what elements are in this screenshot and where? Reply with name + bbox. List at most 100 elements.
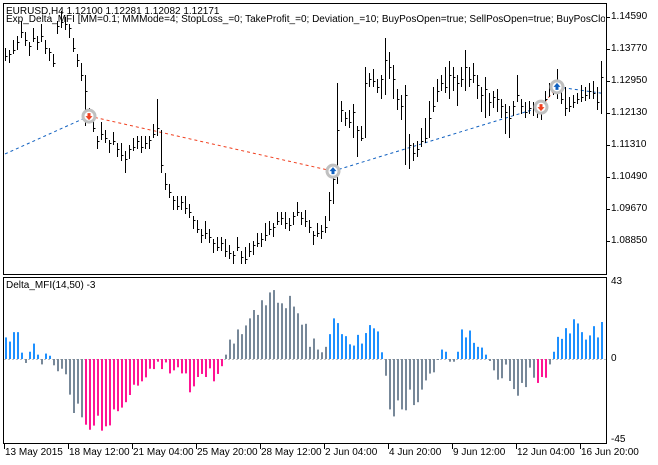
price-bar [601,61,604,114]
price-bar [101,122,104,140]
price-bar [529,101,532,114]
time-axis-label: 12 Jun 04:00 [517,447,575,458]
histogram-bar [145,359,147,378]
histogram-bar [277,302,279,359]
price-bar [245,247,248,264]
price-bar [469,67,472,87]
buy-arrow-icon[interactable] [325,163,341,179]
histogram-bar [233,343,235,359]
histogram-bar [313,338,315,359]
histogram-bar [161,359,163,370]
histogram-bar [245,325,247,359]
price-bar [341,101,344,122]
price-bar [325,216,328,233]
histogram-bar [337,323,339,359]
price-bar [133,138,136,151]
price-bar [401,95,404,120]
histogram-bar [373,328,375,359]
price-bar [61,11,64,28]
histogram-bar [17,332,19,359]
price-bar [109,140,112,153]
price-bar [505,104,508,134]
price-bar [481,87,484,112]
histogram-bar [149,359,151,369]
histogram-bar [521,359,523,383]
price-bar [149,136,152,149]
price-bar [405,85,408,165]
price-bar [425,118,428,143]
histogram-bar [121,359,123,408]
histogram-bar [137,359,139,386]
histogram-bar [305,323,307,359]
sell-arrow-icon[interactable] [533,99,549,115]
price-pane-frame [3,3,607,275]
histogram-bar [225,354,227,359]
histogram-bar [169,359,171,374]
price-bar [129,145,132,159]
histogram-bar [397,359,399,401]
histogram-bar [9,341,11,359]
price-bar [217,237,220,251]
histogram-bar [101,359,103,431]
price-bar [465,50,468,91]
price-bar [497,89,500,112]
histogram-bar [437,359,439,360]
price-bar [181,196,184,210]
price-bar [437,79,440,102]
price-bar [57,21,60,34]
time-axis-label: 21 May 04:00 [133,447,194,458]
buy-trade-line [332,106,542,172]
price-bar [25,32,28,46]
price-bar [441,75,444,91]
histogram-bar [461,329,463,359]
time-axis-label: 4 Jun 20:00 [389,447,442,458]
price-bar [137,136,140,149]
histogram-bar [93,359,95,426]
price-bar [197,220,200,233]
price-bar [345,112,348,126]
price-bar [397,89,400,110]
price-axis-ticks [606,17,610,242]
price-bar [305,210,308,227]
price-bar [169,184,172,198]
price-axis-label: 1.10490 [611,171,648,182]
histogram-bar [601,321,603,359]
indicator-label: Delta_MFI(14,50) -3 [6,280,96,291]
histogram-bar [433,359,435,373]
histogram-bar [345,336,347,359]
buy-trade-line [4,115,90,155]
price-bar [157,99,160,136]
histogram-bar [105,359,107,427]
histogram-bar [501,359,503,379]
price-bar [585,87,588,101]
histogram-bar [53,359,55,366]
price-axis-label: 1.11310 [611,139,647,150]
histogram-bar [261,300,263,359]
histogram-bar [573,319,575,359]
price-bar [229,245,232,259]
histogram-bar [213,359,215,382]
histogram-bar [333,318,335,359]
time-axis-label: 13 May 2015 [5,447,63,458]
histogram-bar [401,359,403,410]
histogram-bar [565,328,567,359]
histogram-bar [45,353,47,359]
price-bar [261,233,264,247]
histogram-bar [429,359,431,374]
histogram-bar [497,359,499,380]
buy-arrow-icon[interactable] [549,79,565,95]
sell-arrow-icon[interactable] [81,108,97,124]
price-bar [509,106,512,138]
indicator-axis-zero: 0 [611,353,617,364]
price-bar [113,132,116,145]
price-bar [361,126,364,141]
indicator-pane-frame [3,277,607,444]
time-axis-label: 16 Jun 20:00 [581,447,639,458]
price-bar [173,196,176,210]
price-bar [269,221,272,235]
price-axis-label: 1.12130 [611,107,648,118]
histogram-bar [597,337,599,359]
histogram-bar [517,359,519,396]
price-bar [257,233,260,247]
histogram-bar [181,359,183,374]
